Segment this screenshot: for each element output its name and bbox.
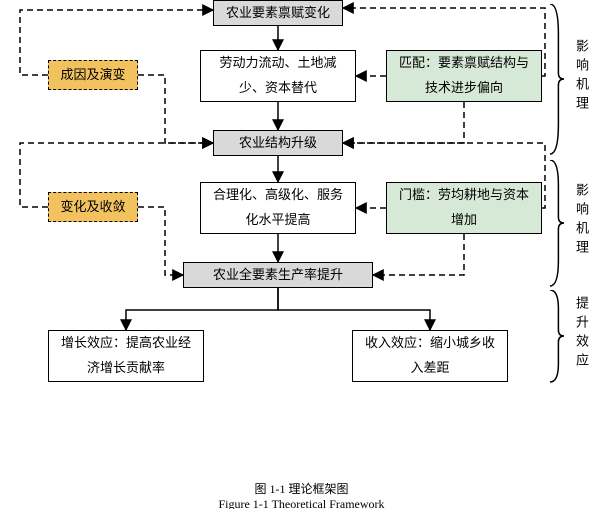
node-threshold: 门槛：劳均耕地与资本增加 xyxy=(386,182,542,234)
brace-label: 提升效应 xyxy=(572,296,591,372)
node-cause-evolution: 成因及演变 xyxy=(48,60,138,90)
caption-zh: 图 1-1 理论框架图 xyxy=(0,480,603,497)
brace-label: 影响机理 xyxy=(572,183,591,259)
caption-en: Figure 1-1 Theoretical Framework xyxy=(0,497,603,509)
node-income-effect: 收入效应：缩小城乡收入差距 xyxy=(352,330,508,382)
node-labor-land-capital: 劳动力流动、土地减少、资本替代 xyxy=(200,50,356,102)
node-change-convergence: 变化及收敛 xyxy=(48,192,138,222)
diagram-stage: 农业要素禀赋变化 劳动力流动、土地减少、资本替代 农业结构升级 合理化、高级化、… xyxy=(0,0,603,509)
brace-label: 影响机理 xyxy=(572,39,591,115)
node-tfp-improve: 农业全要素生产率提升 xyxy=(183,262,373,288)
node-factor-endowment-change: 农业要素禀赋变化 xyxy=(213,0,343,26)
node-growth-effect: 增长效应：提高农业经济增长贡献率 xyxy=(48,330,204,382)
node-match: 匹配：要素禀赋结构与技术进步偏向 xyxy=(386,50,542,102)
node-rationalization: 合理化、高级化、服务化水平提高 xyxy=(200,182,356,234)
node-structure-upgrade: 农业结构升级 xyxy=(213,130,343,156)
